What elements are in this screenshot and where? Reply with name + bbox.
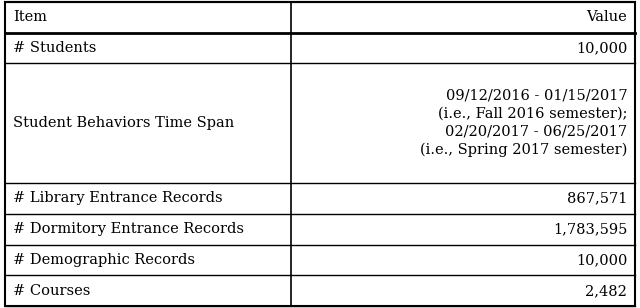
Text: Student Behaviors Time Span: Student Behaviors Time Span <box>13 116 234 130</box>
Text: # Dormitory Entrance Records: # Dormitory Entrance Records <box>13 222 244 236</box>
Text: # Students: # Students <box>13 41 96 55</box>
Text: 09/12/2016 - 01/15/2017
(i.e., Fall 2016 semester);
02/20/2017 - 06/25/2017
(i.e: 09/12/2016 - 01/15/2017 (i.e., Fall 2016… <box>420 89 627 157</box>
Text: 1,783,595: 1,783,595 <box>553 222 627 236</box>
Text: # Library Entrance Records: # Library Entrance Records <box>13 191 223 205</box>
Text: # Courses: # Courses <box>13 284 90 298</box>
Text: # Demographic Records: # Demographic Records <box>13 253 195 267</box>
Text: 10,000: 10,000 <box>576 41 627 55</box>
Text: Value: Value <box>586 10 627 24</box>
Text: 10,000: 10,000 <box>576 253 627 267</box>
Text: 2,482: 2,482 <box>586 284 627 298</box>
Text: Item: Item <box>13 10 47 24</box>
Text: 867,571: 867,571 <box>567 191 627 205</box>
